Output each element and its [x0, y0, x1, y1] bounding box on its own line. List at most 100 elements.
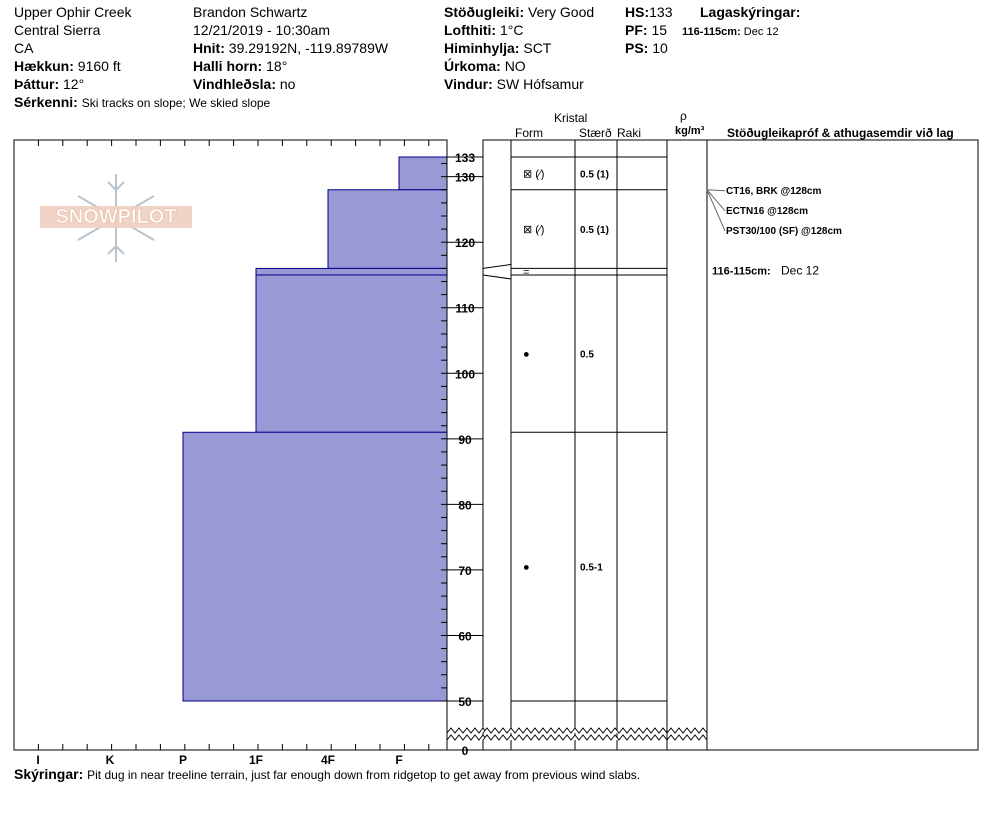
crystal-column-lines [510, 140, 708, 750]
air-temp-row: Lofthiti: 1°C [444, 22, 523, 38]
state-name: CA [14, 40, 34, 56]
hardness-layer-bar [255, 274, 448, 433]
crystal-header: Kristal [554, 111, 588, 125]
tests-header: Stöðugleikapróf & athugasemdir við lag [727, 126, 954, 140]
coords-value: 39.29192N, -119.89789W [228, 40, 389, 56]
stability-label: Stöðugleiki: [444, 4, 525, 20]
size-header: Stærð [579, 126, 612, 140]
axis-break-mark [482, 727, 708, 734]
aspect-row: Þáttur: 12° [14, 76, 84, 92]
layer-note-depth: 116-115cm: [682, 26, 741, 38]
pf-row: PF: 15 [625, 22, 667, 38]
wind-row: Vindur: SW Hófsamur [444, 76, 584, 92]
crystal-form-symbol: ⊠ (⁄) [523, 168, 544, 180]
region-name: Central Sierra [14, 22, 101, 38]
coords-row: Hnit: 39.29192N, -119.89789W [193, 40, 388, 56]
air-temp-value: 1°C [499, 22, 524, 38]
crystal-size-label: 0.5 (1) [580, 169, 609, 180]
hardness-tick-label: 4F [321, 753, 335, 767]
crystal-size-label: 0.5-1 [580, 563, 603, 574]
axis-break-mark [482, 734, 708, 741]
elevation-value: 9160 ft [77, 58, 121, 74]
moisture-header: Raki [617, 126, 642, 140]
wind-value: SW Hófsamur [496, 76, 584, 92]
crystal-form-symbol: ⊠ (⁄) [523, 224, 544, 236]
precip-label: Úrkoma: [444, 58, 501, 74]
axis-break-mark [446, 734, 488, 741]
test-pointer [706, 189, 726, 192]
layer-comment-depth: 116-115cm: [712, 266, 771, 278]
crystal-form-symbol: = [523, 267, 529, 279]
depth-tick-label: 50 [458, 695, 472, 709]
precip-row: Úrkoma: NO [444, 58, 526, 74]
observer-name: Brandon Schwartz [193, 4, 308, 20]
density-unit-header: kg/m³ [675, 125, 705, 137]
observation-datetime: 12/21/2019 - 10:30am [193, 22, 330, 38]
form-header: Form [515, 126, 543, 140]
snowpilot-logo: SNOWPILOT [36, 170, 196, 270]
crystal-table-frame [482, 139, 979, 751]
features-row: Sérkenni: Ski tracks on slope; We skied … [14, 94, 270, 111]
stability-test-label: PST30/100 (SF) @128cm [726, 226, 842, 237]
hardness-tick-label: I [36, 753, 39, 767]
axis-break-marks [446, 727, 708, 741]
footer-label: Skýringar: [14, 766, 84, 782]
test-pointer [706, 189, 726, 212]
features-label: Sérkenni: [14, 94, 78, 110]
layer-note-text: Dec 12 [743, 26, 779, 38]
layer-connector [482, 263, 512, 280]
logo-text: SNOWPILOT [55, 206, 176, 228]
axis-break-mark [446, 727, 488, 734]
sky-row: Himinhylja: SCT [444, 40, 551, 56]
slope-value: 18° [266, 58, 288, 74]
footer-text: Pit dug in near treeline terrain, just f… [87, 768, 641, 782]
pf-label: PF: [625, 22, 648, 38]
crystal-form-symbol: ● [523, 349, 530, 361]
depth-axis: 0 50 60 70 80 90 100 110 120 130 133 [441, 140, 483, 758]
stability-test-label: ECTN16 @128cm [726, 206, 808, 217]
wind-loading-row: Vindhleðsla: no [193, 76, 295, 92]
wind-loading-label: Vindhleðsla: [193, 76, 276, 92]
crystal-form-symbol: ● [523, 562, 530, 574]
depth-tick-label: 70 [458, 564, 472, 578]
air-temp-label: Lofthiti: [444, 22, 497, 38]
ps-row: PS: 10 [625, 40, 668, 56]
depth-tick-label: 130 [455, 171, 475, 185]
stability-value: Very Good [528, 4, 595, 20]
hardness-layer-bar [182, 431, 448, 702]
depth-tick-label: 120 [455, 236, 475, 250]
hardness-tick-label: P [179, 753, 187, 767]
sky-label: Himinhylja: [444, 40, 520, 56]
crystal-rows: ⊠ (⁄) 0.5 (1) ⊠ (⁄) 0.5 (1) = ● 0.5 ● 0.5-1 [482, 156, 667, 702]
wind-loading-value: no [279, 76, 296, 92]
hardness-tick-label: F [395, 753, 402, 767]
hardness-layer-bar [255, 267, 448, 276]
slope-row: Halli horn: 18° [193, 58, 287, 74]
pf-value: 15 [651, 22, 668, 38]
precip-value: NO [504, 58, 526, 74]
features-value: Ski tracks on slope; We skied slope [81, 96, 271, 110]
wind-label: Vindur: [444, 76, 493, 92]
elevation-row: Hækkun: 9160 ft [14, 58, 121, 74]
stability-tests: CT16, BRK @128cm ECTN16 @128cm PST30/100 (… [706, 186, 842, 278]
location-name: Upper Ophir Creek [14, 4, 132, 20]
hardness-layers [182, 156, 448, 702]
hardness-layer-bar [327, 189, 448, 269]
hardness-layer-bar [398, 156, 448, 191]
stability-row: Stöðugleiki: Very Good [444, 4, 594, 20]
hs-value: 133 [649, 4, 673, 20]
depth-tick-label: 110 [455, 302, 475, 316]
snow-profile-chart: I K P 1F 4F F 0 50 60 70 80 90 100 110 120 130 133 ⊠ (⁄… [13, 139, 979, 767]
test-pointer [706, 189, 726, 231]
coords-label: Hnit: [193, 40, 225, 56]
hardness-tick-label: 1F [249, 753, 263, 767]
layer-note: 116-115cm: Dec 12 [682, 24, 779, 40]
rho-header: ρ [680, 109, 687, 123]
aspect-value: 12° [63, 76, 85, 92]
footer-row: Skýringar: Pit dug in near treeline terr… [14, 766, 640, 783]
stability-test-label: CT16, BRK @128cm [726, 186, 821, 197]
ps-value: 10 [652, 40, 668, 56]
elevation-label: Hækkun: [14, 58, 74, 74]
ps-label: PS: [625, 40, 649, 56]
sky-value: SCT [523, 40, 552, 56]
